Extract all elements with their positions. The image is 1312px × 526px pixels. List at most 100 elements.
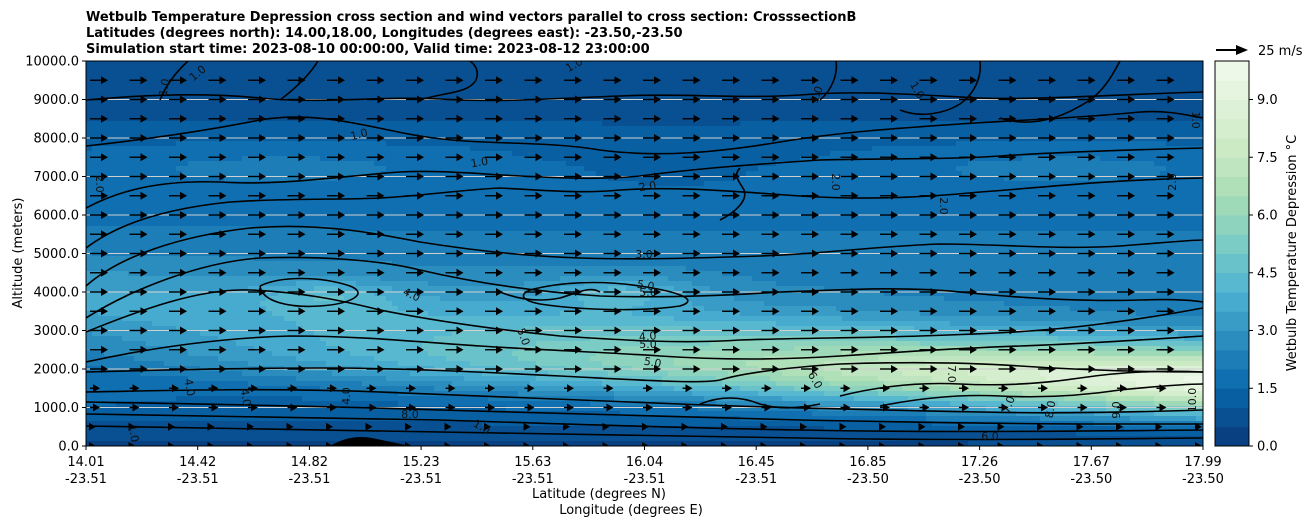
- wind-vector-arrow: [208, 365, 227, 373]
- wind-vector-arrow: [919, 230, 938, 239]
- wind-vector-arrow: [208, 230, 227, 239]
- wind-vector-arrow: [1077, 384, 1088, 393]
- quiver-key-arrow-icon: [1236, 45, 1248, 55]
- colorbar-label: Wetbulb Temperature Depression °C: [1285, 135, 1300, 372]
- colorbar-level: [1215, 80, 1249, 100]
- wind-vector-arrow: [761, 172, 780, 181]
- wind-vector-arrow: [208, 172, 227, 181]
- contour-label: 4.0: [238, 388, 254, 407]
- wind-vector-arrow: [564, 153, 582, 162]
- wind-vector-arrow: [564, 249, 582, 258]
- wind-vector-arrow: [564, 365, 582, 373]
- contour-line: [86, 177, 1203, 249]
- contour-label: 9.0: [1110, 401, 1123, 419]
- wind-vector-arrow: [129, 326, 148, 335]
- wind-vector-arrow: [90, 95, 108, 104]
- wind-vector-arrow: [722, 95, 740, 104]
- wind-vector-arrow: [90, 365, 108, 373]
- wind-vector-arrow: [406, 153, 424, 162]
- wind-vector-arrow: [524, 249, 543, 258]
- wind-vector-arrow: [90, 76, 108, 85]
- wind-vector-arrow: [1037, 422, 1044, 431]
- wind-vector-arrow: [603, 365, 622, 373]
- wind-vector-arrow: [327, 249, 345, 258]
- wind-vector-arrow: [642, 442, 649, 446]
- wind-vector-arrow: [248, 345, 266, 354]
- wind-vector-arrow: [1116, 422, 1123, 431]
- wind-vector-arrow: [90, 288, 108, 296]
- wind-vector-arrow: [366, 172, 385, 181]
- wind-vector-arrow: [287, 345, 306, 354]
- wind-vector-arrow: [485, 191, 503, 200]
- wind-vector-arrow: [406, 365, 424, 373]
- wind-vector-arrow: [880, 307, 898, 316]
- wind-vector-arrow: [840, 365, 859, 373]
- wind-vector-arrow: [761, 403, 772, 412]
- wind-vector-arrow: [208, 114, 227, 123]
- wind-vector-arrow: [1038, 172, 1056, 181]
- wind-vector-arrow: [366, 345, 385, 354]
- x-tick-label-longitude: -23.51: [512, 472, 554, 487]
- y-tick-label: 9000.0: [34, 93, 80, 108]
- wind-vector-arrow: [1038, 114, 1056, 123]
- wind-vector-arrow: [1156, 230, 1175, 239]
- wind-vector-arrow: [366, 268, 385, 277]
- wind-vector-arrow: [760, 442, 768, 446]
- wind-vector-arrow: [445, 268, 464, 277]
- wind-vector-arrow: [722, 403, 732, 412]
- wind-vector-arrow: [287, 134, 306, 142]
- wind-vector-arrow: [169, 249, 187, 258]
- wind-vector-arrow: [603, 326, 622, 335]
- x-axis-label-latitude: Latitude (degrees N): [532, 487, 666, 502]
- wind-vector-arrow: [208, 95, 227, 104]
- wind-vector-arrow: [998, 172, 1017, 181]
- wind-vector-arrow: [1117, 365, 1135, 373]
- wind-vector-arrow: [287, 326, 306, 335]
- x-tick-label-latitude: 17.99: [1184, 455, 1221, 470]
- wind-vector-arrow: [564, 76, 582, 85]
- wind-vector-arrow: [959, 345, 977, 354]
- wind-vector-arrow: [1038, 153, 1056, 162]
- wind-vector-arrow: [840, 249, 859, 258]
- wind-vector-arrow: [761, 268, 780, 277]
- wind-vector-arrow: [248, 403, 258, 412]
- contour-label: 7.0: [1000, 394, 1018, 415]
- wind-vector-arrow: [801, 326, 819, 335]
- wind-vector-arrow: [880, 288, 898, 296]
- wind-vector-arrow: [564, 172, 582, 181]
- contour-label: 1.0: [349, 126, 369, 143]
- wind-vector-arrow: [643, 211, 661, 219]
- wind-vector-arrow: [326, 442, 333, 446]
- wind-vector-arrow: [1077, 76, 1096, 85]
- wind-vector-arrow: [208, 191, 227, 200]
- wind-vector-arrow: [287, 384, 298, 393]
- wind-vector-arrow: [524, 288, 543, 296]
- wind-vector-arrow: [1077, 345, 1096, 354]
- wind-vector-arrow: [761, 153, 780, 162]
- contour-line: [159, 61, 189, 101]
- x-tick-label-latitude: 14.01: [67, 455, 104, 470]
- wind-vector-arrow: [129, 345, 148, 354]
- wind-vector-arrow: [722, 134, 740, 142]
- wind-vector-arrow: [998, 191, 1017, 200]
- wind-vector-arrow: [445, 191, 464, 200]
- wind-vector-arrow: [524, 403, 535, 412]
- wind-vector-arrow: [801, 288, 819, 296]
- wind-vector-arrow: [1156, 114, 1175, 123]
- wind-vector-arrow: [879, 422, 886, 431]
- wind-vector-arrow: [169, 307, 187, 316]
- wind-vector-arrow: [1117, 249, 1135, 258]
- wind-vector-arrow: [998, 76, 1017, 85]
- wind-vector-arrow: [208, 268, 227, 277]
- wind-vector-arrow: [998, 114, 1017, 123]
- wind-vector-arrow: [445, 134, 464, 142]
- colorbar-level: [1215, 176, 1249, 197]
- contour-lines: [86, 61, 1203, 441]
- wind-vector-arrow: [366, 211, 385, 219]
- wind-vector-arrow: [564, 95, 582, 104]
- contour-label: 2.0: [1166, 173, 1179, 191]
- wind-vector-arrow: [208, 249, 227, 258]
- wind-vector-arrow: [169, 211, 187, 219]
- wind-vector-arrow: [998, 307, 1017, 316]
- wind-vector-arrow: [801, 191, 819, 200]
